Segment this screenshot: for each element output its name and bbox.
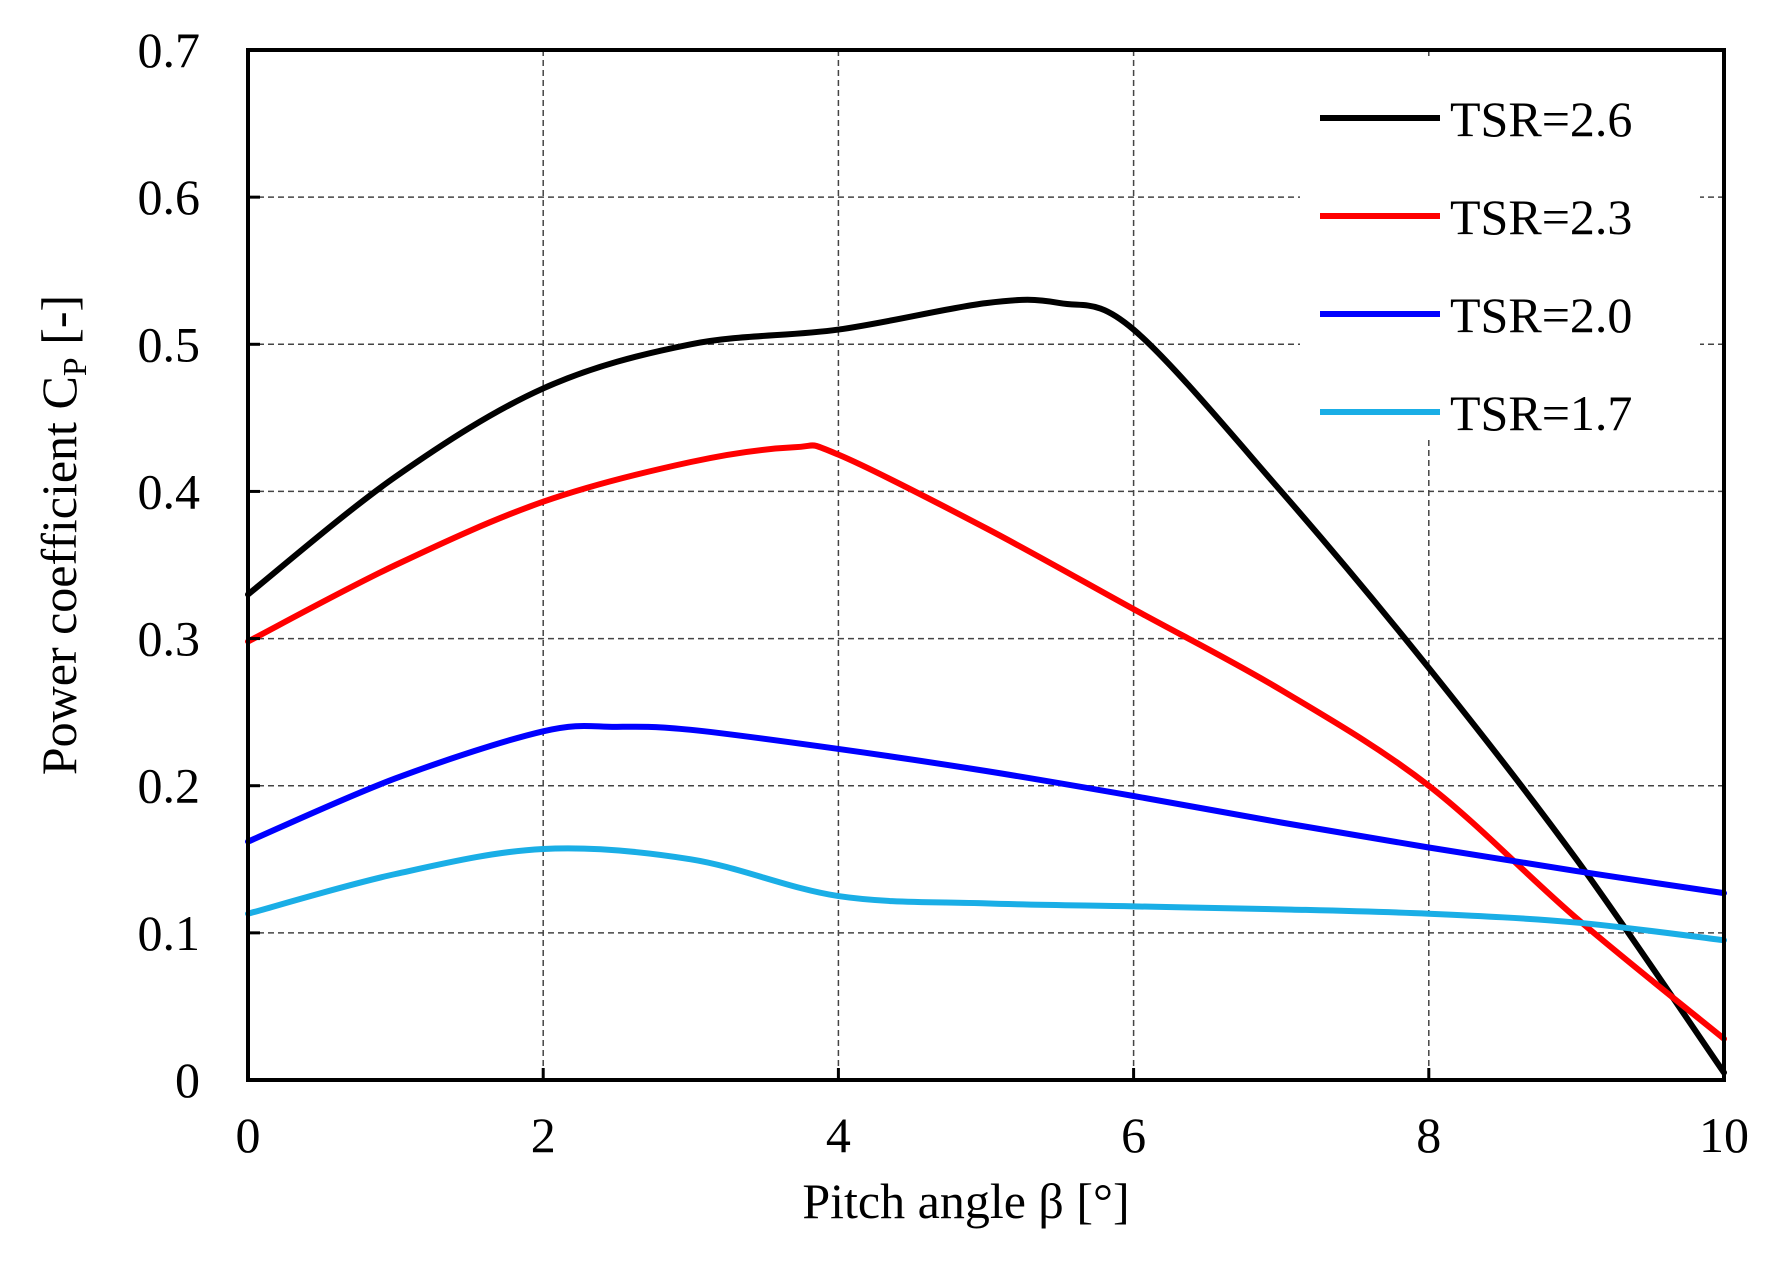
series-line-tsr-2-3	[245, 442, 1727, 1042]
tick-layer: 0 0.1 0.2 0.3 0.4 0.5 0.6 0.7 0 2 4 6 8 10	[138, 22, 1750, 1163]
legend: TSR=2.6 TSR=2.3 TSR=2.0 TSR=1.7	[1300, 58, 1700, 441]
x-tick-label: 6	[1121, 1107, 1146, 1163]
series-line-tsr-2-6	[245, 296, 1727, 1076]
y-axis-title-main: Power coefficient C	[31, 376, 87, 775]
y-tick-label: 0.3	[138, 611, 201, 667]
y-tick-label: 0.1	[138, 905, 201, 961]
y-axis-title-suffix: [-]	[31, 295, 87, 357]
legend-label: TSR=2.6	[1450, 91, 1632, 147]
x-tick-label: 4	[826, 1107, 851, 1163]
x-tick-label: 10	[1699, 1107, 1749, 1163]
series-line-tsr-1-7	[245, 845, 1727, 944]
x-tick-label: 8	[1416, 1107, 1441, 1163]
x-axis-title: Pitch angle β [°]	[802, 1173, 1129, 1229]
legend-label: TSR=2.3	[1450, 189, 1632, 245]
legend-label: TSR=2.0	[1450, 287, 1632, 343]
y-tick-label: 0	[175, 1052, 200, 1108]
plot-frame	[246, 48, 1726, 1082]
series-line-tsr-2-0	[245, 722, 1727, 897]
y-tick-label: 0.6	[138, 169, 201, 225]
y-tick-label: 0.5	[138, 316, 201, 372]
y-axis-title: Power coefficient CP [-]	[31, 295, 94, 775]
y-axis-title-subscript: P	[57, 357, 94, 376]
y-tick-label: 0.2	[138, 758, 201, 814]
y-tick-label: 0.4	[138, 463, 201, 519]
series-layer	[245, 296, 1727, 1076]
x-tick-label: 2	[531, 1107, 556, 1163]
legend-label: TSR=1.7	[1450, 385, 1632, 441]
x-tick-label: 0	[236, 1107, 261, 1163]
y-tick-label: 0.7	[138, 22, 201, 78]
